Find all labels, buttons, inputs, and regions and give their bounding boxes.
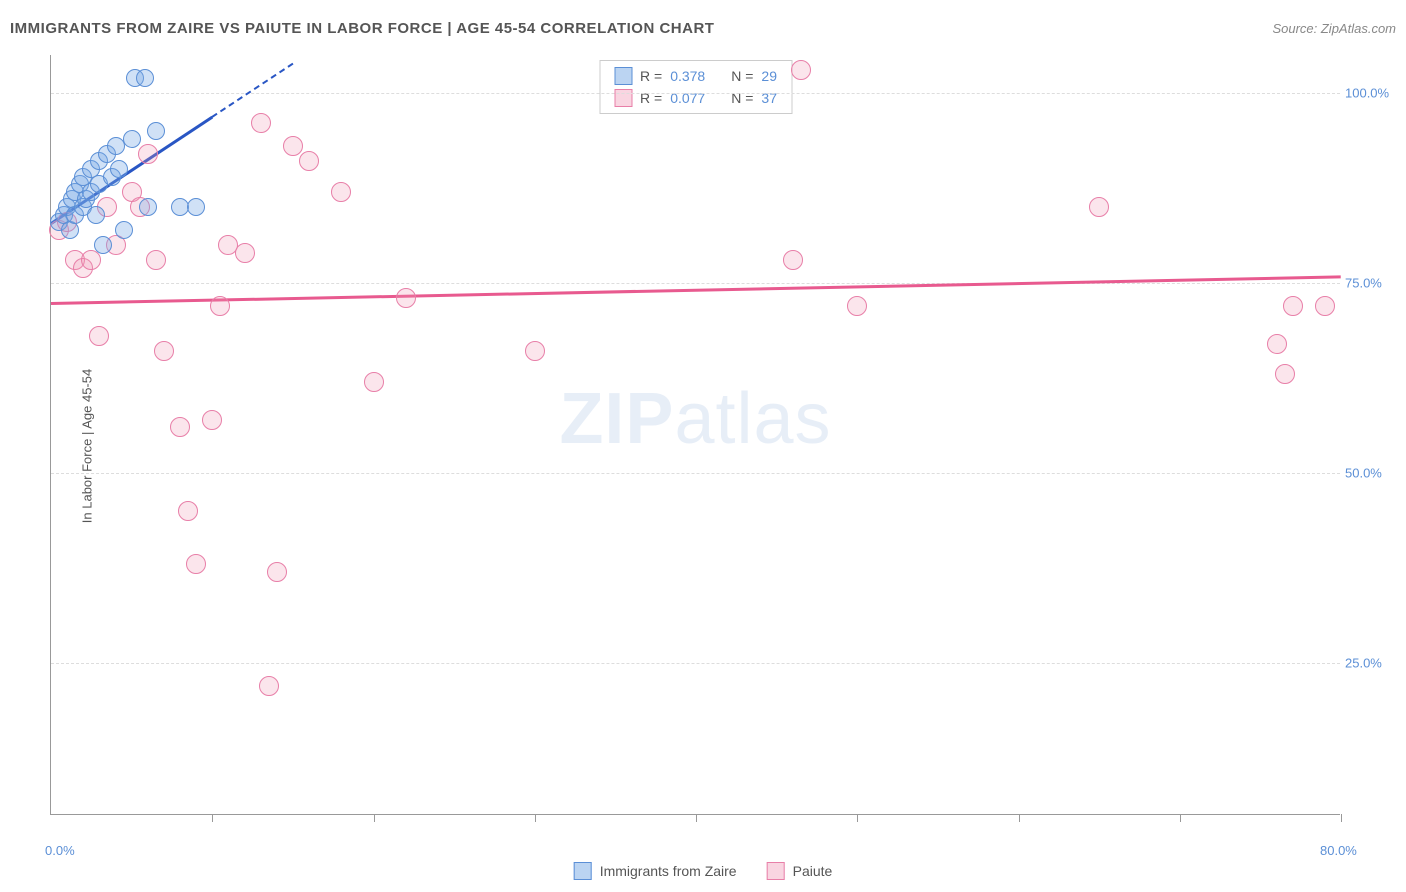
x-tick [696, 814, 697, 822]
scatter-point [154, 341, 174, 361]
legend-square-blue-icon [614, 67, 632, 85]
scatter-point [115, 221, 133, 239]
y-tick-label: 100.0% [1345, 86, 1400, 101]
chart-container: IMMIGRANTS FROM ZAIRE VS PAIUTE IN LABOR… [0, 0, 1406, 892]
n-value-1: 29 [761, 68, 777, 84]
x-tick [535, 814, 536, 822]
legend-label-2: Paiute [793, 863, 833, 879]
scatter-point [791, 60, 811, 80]
x-tick [374, 814, 375, 822]
y-tick-label: 75.0% [1345, 276, 1400, 291]
scatter-point [783, 250, 803, 270]
legend-stats-row-2: R = 0.077 N = 37 [614, 87, 777, 109]
trend-line [51, 275, 1341, 304]
scatter-point [267, 562, 287, 582]
gridline-h [51, 283, 1340, 284]
r-label: R = [640, 68, 662, 84]
x-tick [1341, 814, 1342, 822]
x-tick [857, 814, 858, 822]
chart-title: IMMIGRANTS FROM ZAIRE VS PAIUTE IN LABOR… [10, 20, 714, 37]
scatter-point [123, 130, 141, 148]
watermark-bold: ZIP [559, 379, 674, 459]
scatter-point [235, 243, 255, 263]
scatter-point [94, 236, 112, 254]
scatter-point [283, 136, 303, 156]
scatter-point [87, 206, 105, 224]
scatter-point [89, 326, 109, 346]
legend-label-1: Immigrants from Zaire [600, 863, 737, 879]
scatter-point [110, 160, 128, 178]
r-value-1: 0.378 [670, 68, 705, 84]
scatter-point [525, 341, 545, 361]
gridline-h [51, 473, 1340, 474]
scatter-point [1315, 296, 1335, 316]
gridline-h [51, 663, 1340, 664]
legend-bottom: Immigrants from Zaire Paiute [574, 862, 833, 880]
scatter-point [1283, 296, 1303, 316]
legend-square-pink-icon [614, 89, 632, 107]
scatter-point [136, 69, 154, 87]
scatter-point [138, 144, 158, 164]
scatter-point [210, 296, 230, 316]
scatter-point [396, 288, 416, 308]
legend-item-2: Paiute [767, 862, 833, 880]
scatter-point [259, 676, 279, 696]
x-tick-label-right: 80.0% [1320, 843, 1357, 858]
legend-square-pink-icon [767, 862, 785, 880]
scatter-point [847, 296, 867, 316]
x-tick [1019, 814, 1020, 822]
scatter-point [187, 198, 205, 216]
scatter-point [146, 250, 166, 270]
scatter-point [186, 554, 206, 574]
legend-stats-box: R = 0.378 N = 29 R = 0.077 N = 37 [599, 60, 792, 114]
scatter-point [364, 372, 384, 392]
legend-item-1: Immigrants from Zaire [574, 862, 737, 880]
scatter-point [1267, 334, 1287, 354]
scatter-point [178, 501, 198, 521]
scatter-point [1275, 364, 1295, 384]
watermark-light: atlas [674, 379, 831, 459]
legend-stats-row-1: R = 0.378 N = 29 [614, 65, 777, 87]
y-tick-label: 25.0% [1345, 656, 1400, 671]
source-label: Source: ZipAtlas.com [1272, 21, 1396, 36]
n-label: N = [731, 68, 753, 84]
scatter-point [170, 417, 190, 437]
x-tick [212, 814, 213, 822]
scatter-point [251, 113, 271, 133]
plot-area: ZIPatlas R = 0.378 N = 29 R = 0.077 N = … [50, 55, 1340, 815]
y-tick-label: 50.0% [1345, 466, 1400, 481]
legend-square-blue-icon [574, 862, 592, 880]
trend-line [212, 63, 294, 118]
scatter-point [1089, 197, 1109, 217]
scatter-point [61, 221, 79, 239]
x-tick [1180, 814, 1181, 822]
scatter-point [299, 151, 319, 171]
watermark: ZIPatlas [559, 378, 831, 460]
scatter-point [147, 122, 165, 140]
title-bar: IMMIGRANTS FROM ZAIRE VS PAIUTE IN LABOR… [10, 20, 1396, 37]
scatter-point [331, 182, 351, 202]
scatter-point [202, 410, 222, 430]
scatter-point [139, 198, 157, 216]
x-tick-label-left: 0.0% [45, 843, 75, 858]
